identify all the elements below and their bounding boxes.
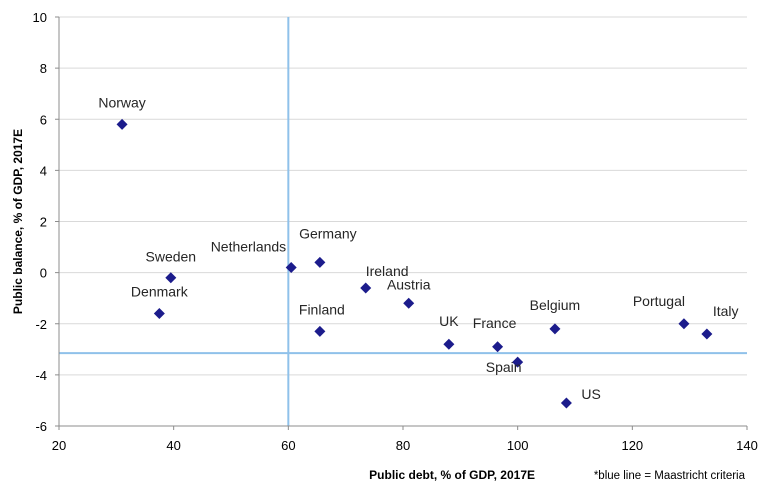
point-marker-sweden [165,272,177,284]
data-points [116,118,713,409]
point-label-france: France [473,315,517,331]
x-tick-label: 80 [396,438,410,453]
point-label-norway: Norway [98,94,145,110]
y-axis-title: Public balance, % of GDP, 2017E [11,129,25,314]
y-tick-label: 2 [40,215,47,230]
point-marker-portugal [678,318,690,330]
point-labels: Norway Sweden Denmark Netherlands Germany Ire… [98,94,738,402]
point-marker-germany [314,256,326,268]
tick-labels: -6 -4 -2 0 2 4 6 8 10 20 40 60 80 100 120 140 [33,10,758,453]
y-tick-label: 6 [40,112,47,127]
point-label-sweden: Sweden [146,249,197,265]
point-label-italy: Italy [713,303,739,319]
point-label-belgium: Belgium [530,297,581,313]
x-tick-label: 20 [52,438,66,453]
point-label-uk: UK [439,313,459,329]
y-tick-label: 8 [40,61,47,76]
point-label-ireland: Ireland [366,263,409,279]
y-tick-label: -6 [35,419,47,434]
axes [55,16,748,430]
x-tick-label: 140 [736,438,758,453]
point-marker-spain [512,356,524,368]
point-label-finland: Finland [299,301,345,317]
x-tick-label: 100 [507,438,529,453]
point-marker-france [492,341,504,353]
point-marker-uk [443,338,455,350]
y-tick-label: -4 [35,368,47,383]
x-tick-label: 60 [281,438,295,453]
point-label-denmark: Denmark [131,284,189,300]
footnote: *blue line = Maastricht criteria [594,470,746,482]
point-marker-denmark [153,308,165,320]
maastricht-reference-lines [59,17,747,426]
point-label-germany: Germany [299,225,357,241]
point-label-austria: Austria [387,276,431,292]
point-marker-ireland [360,282,372,294]
y-tick-label: 10 [33,10,47,25]
x-axis-title: Public debt, % of GDP, 2017E [369,468,535,482]
point-marker-us [560,397,572,409]
point-marker-belgium [549,323,561,335]
point-label-spain: Spain [486,359,522,375]
y-tick-label: -2 [35,317,47,332]
point-marker-netherlands [285,262,297,274]
x-tick-label: 120 [621,438,643,453]
point-marker-finland [314,325,326,337]
x-tick-label: 40 [166,438,180,453]
point-marker-norway [116,118,128,130]
point-label-us: US [581,386,600,402]
gridlines [59,16,747,427]
point-marker-austria [403,297,415,309]
y-tick-label: 0 [40,266,47,281]
point-label-portugal: Portugal [633,293,685,309]
point-marker-italy [701,328,713,340]
point-label-netherlands: Netherlands [211,239,287,255]
y-tick-label: 4 [40,163,47,178]
